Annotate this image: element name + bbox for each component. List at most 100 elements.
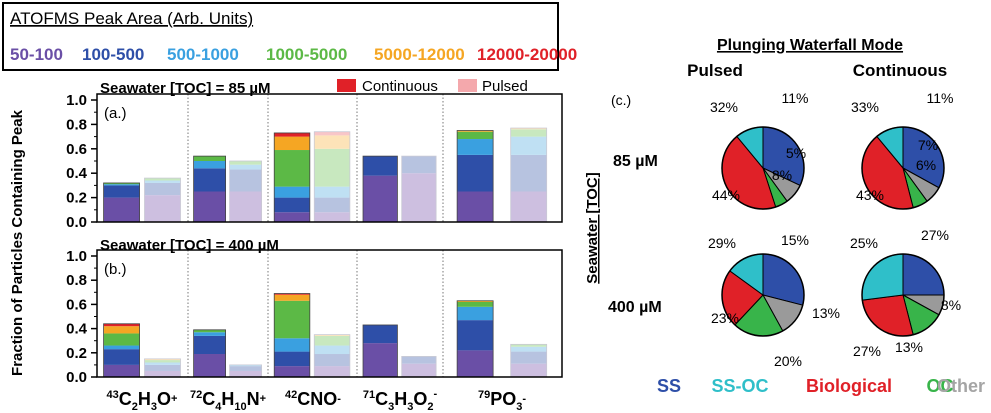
- continuous-column-label: Continuous: [853, 61, 947, 80]
- bar-segment: [457, 300, 494, 302]
- pie-outline: [861, 253, 945, 337]
- bar-segment: [144, 180, 181, 183]
- bar-segment: [193, 168, 226, 192]
- bar-segment: [274, 293, 310, 295]
- pie-label-biological: 44%: [712, 187, 740, 203]
- bar-segment: [193, 156, 226, 161]
- y-tick-label: 0.2: [66, 190, 87, 207]
- bar-segment: [314, 366, 350, 377]
- pulsed-column-label: Pulsed: [687, 61, 743, 80]
- bar-segment: [229, 169, 262, 192]
- bar-segment: [510, 346, 547, 352]
- pie-label-other: 7%: [918, 137, 938, 153]
- bar-segment: [144, 358, 181, 361]
- bar-segment: [457, 139, 494, 155]
- bar-segment: [510, 351, 547, 364]
- panel-b-chart: 0.0 0.2 0.4 0.6 0.8 1.0 (b.): [66, 248, 563, 386]
- bar-segment: [457, 320, 494, 351]
- continuous-swatch: [337, 79, 356, 92]
- pie-label-ss: 33%: [851, 99, 879, 115]
- bar-segment: [193, 332, 226, 336]
- bar-segment: [103, 326, 140, 334]
- bar-segment: [274, 294, 310, 301]
- pie-legend-oc: OC: [927, 376, 954, 396]
- y-tick-label: 0.0: [66, 214, 87, 231]
- bar-segment: [314, 197, 350, 213]
- bar-segment: [457, 130, 494, 132]
- bar-segment: [103, 345, 140, 350]
- bar-segment: [229, 161, 262, 165]
- pie-label-biological: 27%: [853, 343, 881, 359]
- y-axis-label: Fraction of Particles Containing Peak: [9, 109, 26, 376]
- pie-legend-ss-oc: SS-OC: [711, 376, 768, 396]
- bar-segment: [274, 150, 310, 187]
- bar-segment: [274, 197, 310, 213]
- bar-segment: [457, 154, 494, 192]
- bar-segment: [510, 136, 547, 155]
- bar-segment: [103, 349, 140, 365]
- bar-segment: [274, 338, 310, 352]
- bar-segment: [401, 156, 437, 174]
- bar-segment: [314, 186, 350, 198]
- panel-tag: (a.): [104, 105, 127, 122]
- pie-label-other: 8%: [941, 297, 961, 313]
- bar-segment: [510, 344, 547, 347]
- peak-area-legend: ATOFMS Peak Area (Arb. Units) 50-100 100-…: [2, 2, 577, 71]
- pie-slice-ss-oc: [861, 253, 904, 301]
- bar-segment: [314, 345, 350, 355]
- bar-segment: [103, 184, 140, 186]
- bar-segment: [144, 360, 181, 363]
- bar-segment: [510, 129, 547, 137]
- bar-segment: [103, 364, 140, 377]
- y-tick-label: 0.6: [66, 296, 87, 313]
- pie-section-title: Plunging Waterfall Mode: [717, 37, 903, 54]
- panel-frame: [96, 249, 563, 378]
- panel-c-label: (c.): [611, 92, 631, 108]
- y-tick-label: 0.2: [66, 345, 87, 362]
- legend-range-1: 100-500: [82, 45, 144, 64]
- ion-label-0: 43C2H3O+: [107, 389, 178, 413]
- y-tick-label: 1.0: [66, 92, 87, 109]
- row-label-400: 400 µM: [608, 299, 662, 316]
- pie-label-oc: 20%: [774, 353, 802, 369]
- bar-segment: [274, 186, 310, 198]
- legend-frame: [2, 2, 559, 71]
- bar-segment: [229, 370, 262, 377]
- pie-label-oc: 13%: [895, 339, 923, 355]
- bar-segment: [401, 363, 437, 377]
- pie-charts: 32% 11% 44% 5% 8% 33% 11% 43% 6% 7% 29% 15% 23% 20% 13…: [708, 90, 961, 369]
- bar-segment: [363, 156, 398, 176]
- pie-label-other: 13%: [812, 305, 840, 321]
- pie-label-oc: 5%: [786, 145, 806, 161]
- pie-label-ss-oc: 15%: [781, 232, 809, 248]
- y-tick-label: 0.8: [66, 116, 87, 133]
- ion-label-1: 72C4H10N+: [190, 389, 266, 413]
- y-tick-label: 0.8: [66, 272, 87, 289]
- bar-segment: [274, 136, 310, 151]
- pie-outline: [721, 126, 805, 210]
- y-tick-label: 1.0: [66, 248, 87, 265]
- pie-label-ss: 29%: [708, 235, 736, 251]
- legend-range-5: 12000-20000: [477, 45, 577, 64]
- bar-segment: [510, 191, 547, 222]
- ion-label-3: 71C3H3O2-: [363, 388, 438, 413]
- panel-frame: [96, 93, 563, 223]
- bar-segment: [229, 364, 262, 367]
- bar-segment: [457, 191, 494, 222]
- bar-segment: [314, 335, 350, 346]
- bar-segment: [401, 356, 437, 364]
- pie-label-other: 8%: [772, 167, 792, 183]
- bar-segment: [510, 128, 547, 130]
- legend-ranges: 50-100 100-500 500-1000 1000-5000 5000-12000…: [10, 45, 577, 64]
- bar-segment: [193, 329, 226, 333]
- bar-segment: [144, 364, 181, 371]
- pie-label-ss-oc: 11%: [782, 90, 809, 106]
- panel-b-title: Seawater [TOC] = 400 µM: [100, 237, 279, 254]
- bar-segment: [274, 132, 310, 137]
- panel-a-title: Seawater [TOC] = 85 µM: [100, 80, 271, 97]
- pie-outline: [861, 126, 945, 210]
- bar-segment: [193, 354, 226, 377]
- bar-segment: [103, 333, 140, 346]
- legend-range-0: 50-100: [10, 45, 63, 64]
